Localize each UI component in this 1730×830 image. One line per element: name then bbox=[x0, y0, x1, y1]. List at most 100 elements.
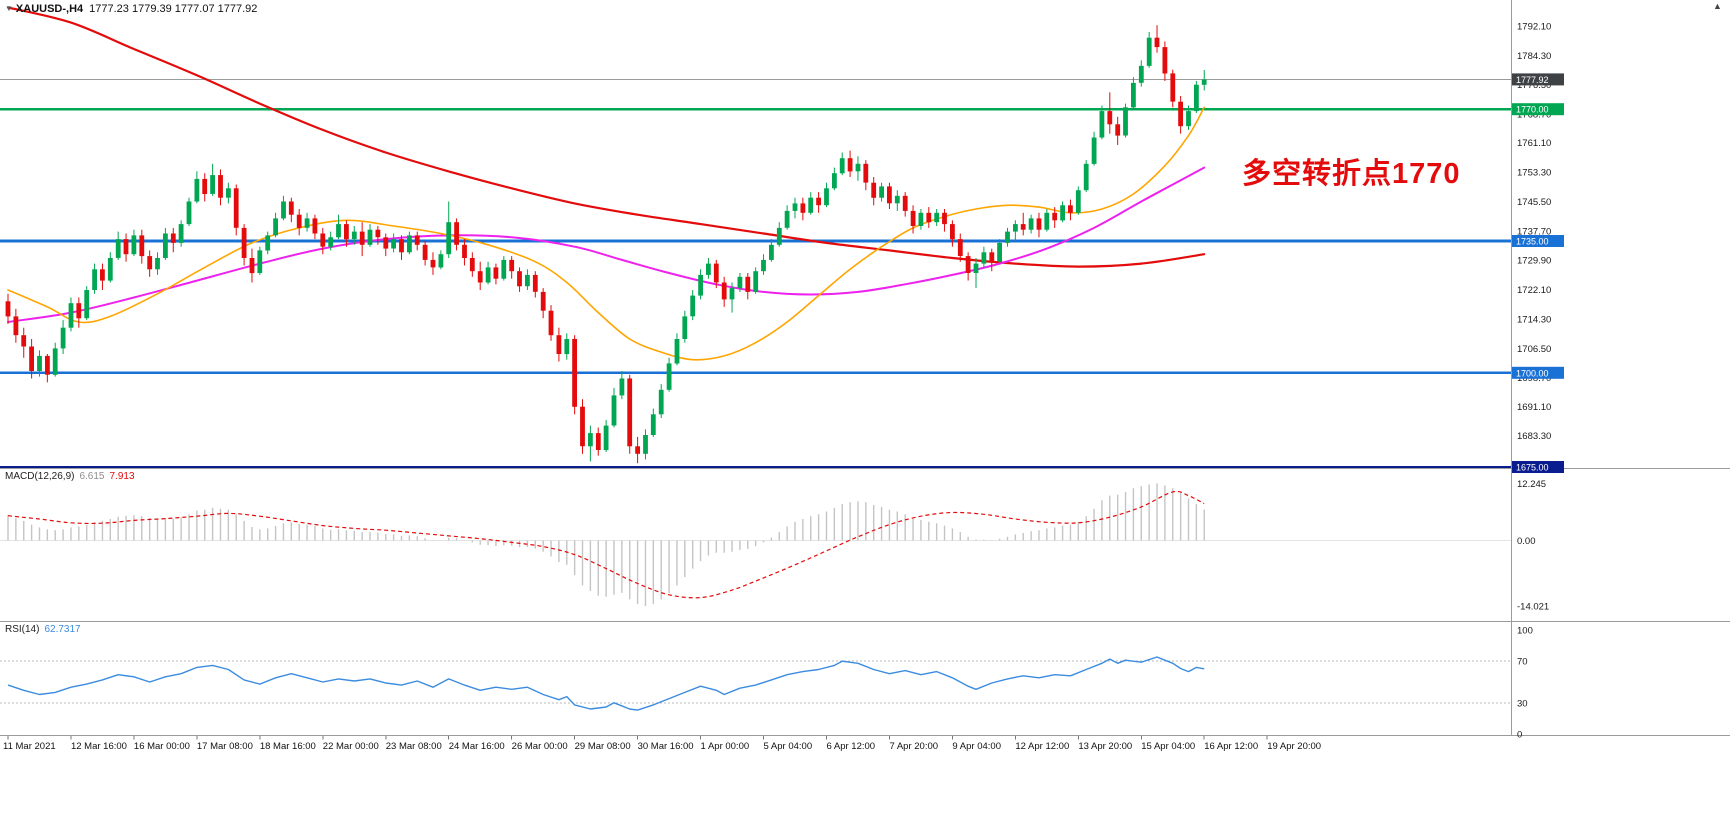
macd-panel bbox=[0, 483, 1511, 606]
chart-title: ▼ XAUUSD-,H4 1777.23 1779.39 1777.07 1777.… bbox=[5, 3, 257, 15]
candle-body bbox=[336, 224, 341, 238]
horizontal-level-lines[interactable] bbox=[0, 78, 1511, 468]
candle-body bbox=[863, 163, 869, 183]
candle-body bbox=[123, 239, 129, 255]
candle-body bbox=[989, 252, 995, 262]
candle-body bbox=[1052, 212, 1058, 221]
candle-body bbox=[894, 195, 900, 204]
candle-body bbox=[501, 259, 507, 279]
candle-body bbox=[399, 239, 404, 253]
candle-body bbox=[871, 182, 877, 198]
candle-body bbox=[942, 212, 947, 225]
candle-body bbox=[100, 269, 105, 281]
time-tick-label: 16 Apr 12:00 bbox=[1204, 741, 1258, 752]
candle-body bbox=[407, 235, 412, 253]
price-badge-label: 1770.00 bbox=[1516, 105, 1549, 115]
candle-body bbox=[1123, 107, 1128, 136]
candle-body bbox=[68, 303, 74, 328]
candle-body bbox=[52, 348, 58, 375]
candle-body bbox=[454, 222, 459, 245]
rsi-value: 62.7317 bbox=[44, 624, 81, 635]
candle-body bbox=[1005, 231, 1010, 243]
candle-body bbox=[194, 178, 200, 202]
price-tick-label: 1737.70 bbox=[1517, 226, 1551, 237]
candle-body bbox=[619, 378, 625, 396]
candle-body bbox=[658, 389, 664, 415]
candle-body bbox=[926, 212, 932, 223]
candle-body bbox=[344, 224, 349, 240]
candle-body bbox=[147, 256, 153, 270]
macd-tick-label: 0.00 bbox=[1517, 536, 1536, 547]
candle-body bbox=[139, 235, 145, 257]
candle-body bbox=[1083, 163, 1089, 191]
candle-body bbox=[29, 346, 34, 371]
time-tick-label: 30 Mar 16:00 bbox=[638, 741, 694, 752]
candle-body bbox=[509, 259, 515, 272]
rsi-name: RSI(14) bbox=[5, 624, 40, 635]
price-badge-label: 1777.92 bbox=[1516, 75, 1549, 85]
candle-body bbox=[1146, 37, 1152, 66]
macd-indicator-label: MACD(12,26,9) 6.615 7.913 bbox=[5, 471, 135, 482]
time-scale[interactable]: 11 Mar 2021 12 Mar 16:00 16 Mar 00:00 17 Ma… bbox=[3, 736, 1321, 752]
candle-body bbox=[564, 339, 570, 355]
candle-body bbox=[682, 316, 688, 339]
time-tick-label: 5 Apr 04:00 bbox=[764, 741, 813, 752]
candle-body bbox=[296, 214, 302, 228]
candle-body bbox=[847, 158, 853, 172]
time-tick-label: 26 Mar 00:00 bbox=[512, 741, 568, 752]
candle-body bbox=[383, 237, 389, 249]
candle-body bbox=[170, 233, 176, 243]
candle-body bbox=[288, 201, 294, 215]
candle-body bbox=[422, 244, 428, 260]
candle-body bbox=[1194, 84, 1199, 112]
candle-body bbox=[761, 259, 766, 272]
candle-body bbox=[832, 173, 837, 189]
price-badge-bg bbox=[1512, 461, 1564, 473]
candle-body bbox=[611, 395, 617, 426]
rsi-tick-label: 70 bbox=[1517, 657, 1528, 668]
candle-body bbox=[257, 250, 263, 273]
candle-body bbox=[218, 175, 223, 198]
candle-body bbox=[107, 258, 113, 281]
scroll-marker[interactable]: ▲ bbox=[1713, 1, 1722, 11]
candle-body bbox=[202, 178, 208, 194]
candle-body bbox=[650, 414, 656, 435]
price-scale[interactable]: 1792.101784.301776.501768.701761.101753.… bbox=[0, 0, 1730, 741]
price-tick-label: 1722.10 bbox=[1517, 285, 1551, 296]
candle-body bbox=[674, 339, 680, 364]
candle-body bbox=[1186, 111, 1191, 127]
candle-body bbox=[792, 203, 798, 211]
price-tick-label: 1729.90 bbox=[1517, 256, 1551, 267]
candle-body bbox=[517, 271, 522, 287]
macd-signal-value: 7.913 bbox=[109, 471, 135, 482]
time-tick-label: 22 Mar 00:00 bbox=[323, 741, 379, 752]
candle-body bbox=[556, 335, 562, 354]
price-tick-label: 1753.30 bbox=[1517, 168, 1551, 179]
candle-body bbox=[572, 339, 577, 407]
candle-body bbox=[973, 263, 979, 273]
candle-body bbox=[115, 239, 121, 258]
candle-body bbox=[469, 258, 475, 272]
candle-body bbox=[312, 218, 318, 234]
symbol-dropdown-icon[interactable]: ▼ bbox=[5, 4, 13, 13]
candle-body bbox=[391, 239, 396, 249]
candle-body bbox=[1107, 111, 1113, 125]
macd-main-value: 6.615 bbox=[79, 471, 105, 482]
price-badge-bg bbox=[1512, 366, 1564, 379]
candle-body bbox=[60, 327, 66, 349]
candle-body bbox=[713, 263, 719, 283]
rsi-tick-label: 100 bbox=[1517, 626, 1533, 637]
price-badge-bg bbox=[1512, 103, 1564, 116]
chart-annotation-text[interactable]: 多空转折点1770 bbox=[1242, 158, 1461, 190]
candle-body bbox=[1131, 82, 1136, 108]
candle-body bbox=[485, 267, 491, 283]
candle-body bbox=[879, 186, 884, 198]
price-tick-label: 1745.50 bbox=[1517, 197, 1551, 208]
candle-body bbox=[1099, 111, 1105, 138]
time-tick-label: 12 Mar 16:00 bbox=[71, 741, 127, 752]
candle-body bbox=[525, 274, 530, 287]
price-tick-label: 1792.10 bbox=[1517, 21, 1551, 32]
price-badge-1770.00: 1770.00 bbox=[1512, 103, 1564, 116]
candle-body bbox=[769, 244, 774, 260]
